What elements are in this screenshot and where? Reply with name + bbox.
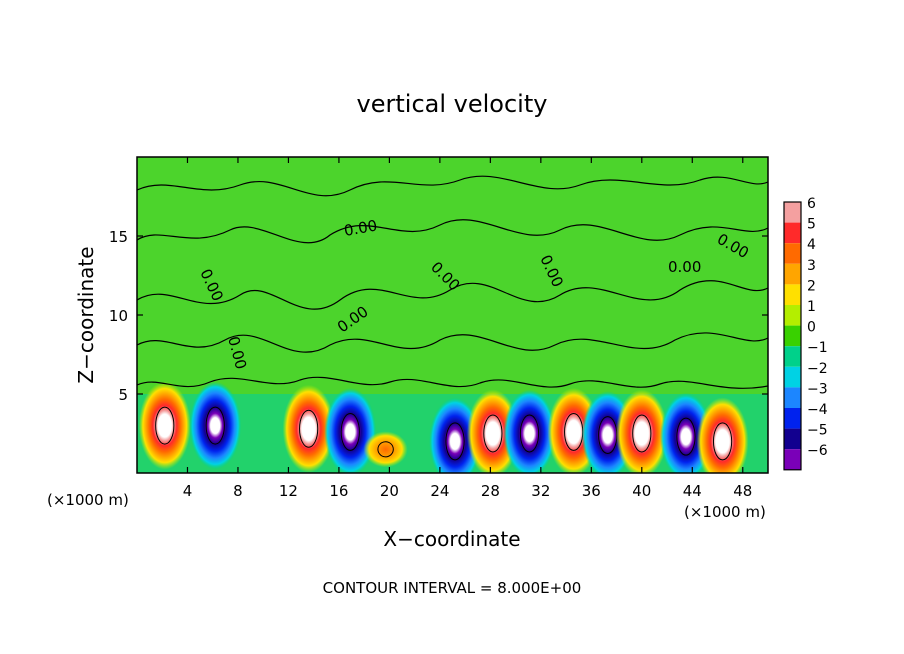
x-tick-label: 32: [531, 482, 550, 500]
updraft-cell: [282, 384, 335, 473]
downdraft-cell: [189, 381, 242, 470]
cell-contour: [519, 414, 540, 453]
x-tick-label: 8: [233, 482, 243, 500]
x-tick-label: 40: [632, 482, 651, 500]
velocity-field: [137, 175, 768, 473]
cell-contour: [483, 414, 503, 453]
y-tick-label: 15: [109, 228, 128, 246]
colorbar-label: −3: [807, 381, 828, 397]
plot-area: [136, 156, 769, 474]
colorbar-swatch: [784, 263, 801, 285]
colorbar-swatch: [784, 346, 801, 367]
contour-label: 0.00: [668, 258, 701, 276]
colorbar-swatch: [784, 202, 801, 223]
colorbar-swatch: [784, 408, 801, 429]
x-tick-label: 4: [183, 482, 193, 500]
colorbar-label: 0: [807, 320, 816, 336]
colorbar-swatch: [784, 366, 801, 388]
y-axis-label: Z−coordinate: [74, 246, 98, 383]
x-tick-label: 24: [430, 482, 449, 500]
x-unit-label-right: (×1000 m): [684, 503, 766, 521]
x-tick-label: 20: [380, 482, 399, 500]
x-tick-label: 44: [683, 482, 702, 500]
colorbar-label: −5: [807, 423, 828, 439]
cell-contour: [155, 406, 175, 445]
y-tick-label: 10: [109, 307, 128, 325]
x-axis-label: X−coordinate: [383, 527, 520, 551]
cell-contour: [340, 412, 360, 451]
x-tick-label: 12: [279, 482, 298, 500]
colorbar-label: 4: [807, 237, 816, 253]
colorbar-label: −1: [807, 340, 828, 356]
turbulent-contours: [137, 175, 768, 389]
x-tick-label: 28: [481, 482, 500, 500]
colorbar-label: −4: [807, 402, 828, 418]
updraft-cell: [615, 389, 668, 473]
colorbar-frame: [783, 201, 802, 471]
cell-contour: [205, 406, 225, 445]
colorbar-swatch: [784, 428, 801, 450]
colorbar-swatch: [784, 243, 801, 264]
colorbar-label: 2: [807, 278, 816, 294]
downdraft-cell: [429, 397, 482, 473]
colorbar-label: 6: [807, 196, 816, 212]
cell-contour: [445, 422, 465, 461]
x-tick-label: 48: [733, 482, 752, 500]
x-unit-label-left: (×1000 m): [47, 491, 129, 509]
colorbar-swatch: [784, 222, 801, 244]
updraft-cell: [363, 431, 408, 468]
colorbar-label: 5: [807, 217, 816, 233]
updraft-cell: [138, 381, 191, 470]
contour-interval-note: CONTOUR INTERVAL = 8.000E+00: [323, 579, 582, 597]
cell-contour: [377, 441, 394, 458]
downdraft-cell: [324, 387, 377, 473]
cell-contour: [632, 414, 652, 453]
colorbar-label: 3: [807, 258, 816, 274]
y-axis: 5 10 15: [109, 228, 768, 404]
colorbar-swatch: [784, 305, 801, 326]
y-tick-label: 5: [118, 386, 128, 404]
updraft-cell: [696, 397, 749, 473]
colorbar-swatch: [784, 387, 801, 408]
chart-title: vertical velocity: [357, 90, 548, 118]
downdraft-cell: [503, 389, 556, 473]
cell-contour: [299, 409, 319, 448]
colorbar-label: −2: [807, 361, 828, 377]
colorbar-label: 1: [807, 299, 816, 315]
cell-contour: [712, 422, 733, 461]
cell-contour: [676, 417, 696, 456]
contour-label: 0.00: [343, 216, 379, 240]
colorbar-swatch: [784, 449, 801, 470]
colorbar: 6 5 4 3 2 1 0 −1 −2 −3 −4 −5 −6: [783, 196, 828, 471]
colorbar-label: −6: [807, 443, 828, 459]
x-tick-label: 16: [329, 482, 348, 500]
colorbar-swatch: [784, 325, 801, 347]
x-axis: 4 8 12 16 20 24 28 32 36 40 44 48: [183, 157, 752, 500]
colorbar-swatch: [784, 284, 801, 305]
x-tick-label: 36: [582, 482, 601, 500]
updraft-cell: [466, 389, 519, 473]
